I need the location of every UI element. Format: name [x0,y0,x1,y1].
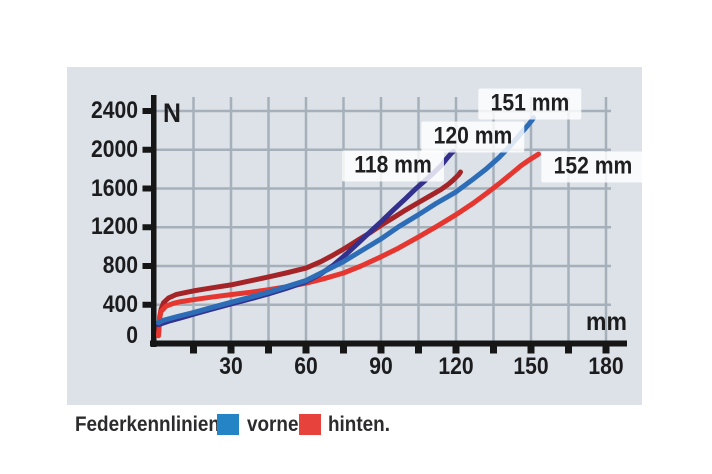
x-axis-unit-label: mm [586,308,627,336]
curve-annotation-118-mm: 118 mm [341,150,445,182]
x-axis-tick [340,346,347,354]
x-axis-tick [565,346,572,354]
curve-hinten-118-mm [156,169,463,338]
y-axis-tick [142,224,152,231]
x-axis-tick [302,346,310,354]
y-axis-tick [142,263,152,269]
chart-panel [67,67,642,405]
legend-swatch-hinten [299,414,321,435]
x-axis-tick [602,346,610,354]
x-tick-label-30: 30 [219,353,243,380]
y-tick-label-1200: 1200 [91,213,138,241]
x-axis-tick [490,346,497,354]
curve-hinten-152-mm [156,151,541,339]
legend-swatch-vorne [217,414,239,435]
x-axis-tick [415,346,422,354]
legend-label-hinten: hinten. [328,413,390,436]
x-axis-tick [377,346,385,354]
axis-ticks [142,108,610,354]
x-axis-tick [227,346,235,354]
y-tick-label-2000: 2000 [91,135,138,163]
x-tick-label-60: 60 [294,353,318,380]
x-tick-label-180: 180 [588,353,624,380]
x-tick-label-120: 120 [438,353,474,380]
axes [150,95,627,347]
x-axis-tick [452,346,460,354]
y-axis-line [151,95,157,347]
y-tick-label-2400: 2400 [91,97,138,124]
y-axis-tick [142,301,152,308]
x-tick-label-150: 150 [513,353,549,380]
y-axis-tick [142,108,152,114]
x-axis-line [150,340,627,347]
y-tick-label-800: 800 [102,252,138,279]
curve-annotation-120-mm: 120 mm [421,121,525,153]
y-tick-label-1600: 1600 [91,174,138,202]
y-tick-label-0: 0 [126,322,138,349]
y-tick-label-400: 400 [102,290,138,318]
legend-title: Federkennlinien: [75,413,227,436]
y-axis-tick [142,146,152,153]
curve-annotation-151-mm: 151 mm [478,88,582,120]
x-axis-tick [265,346,272,354]
legend-label-vorne: vorne [247,413,299,436]
x-axis-tick [190,346,197,354]
x-axis-tick [527,346,535,354]
y-axis-unit-label: N [163,98,181,128]
y-axis-tick [142,185,152,192]
curve-annotation-152-mm: 152 mm [541,151,645,183]
x-tick-label-90: 90 [369,353,393,380]
